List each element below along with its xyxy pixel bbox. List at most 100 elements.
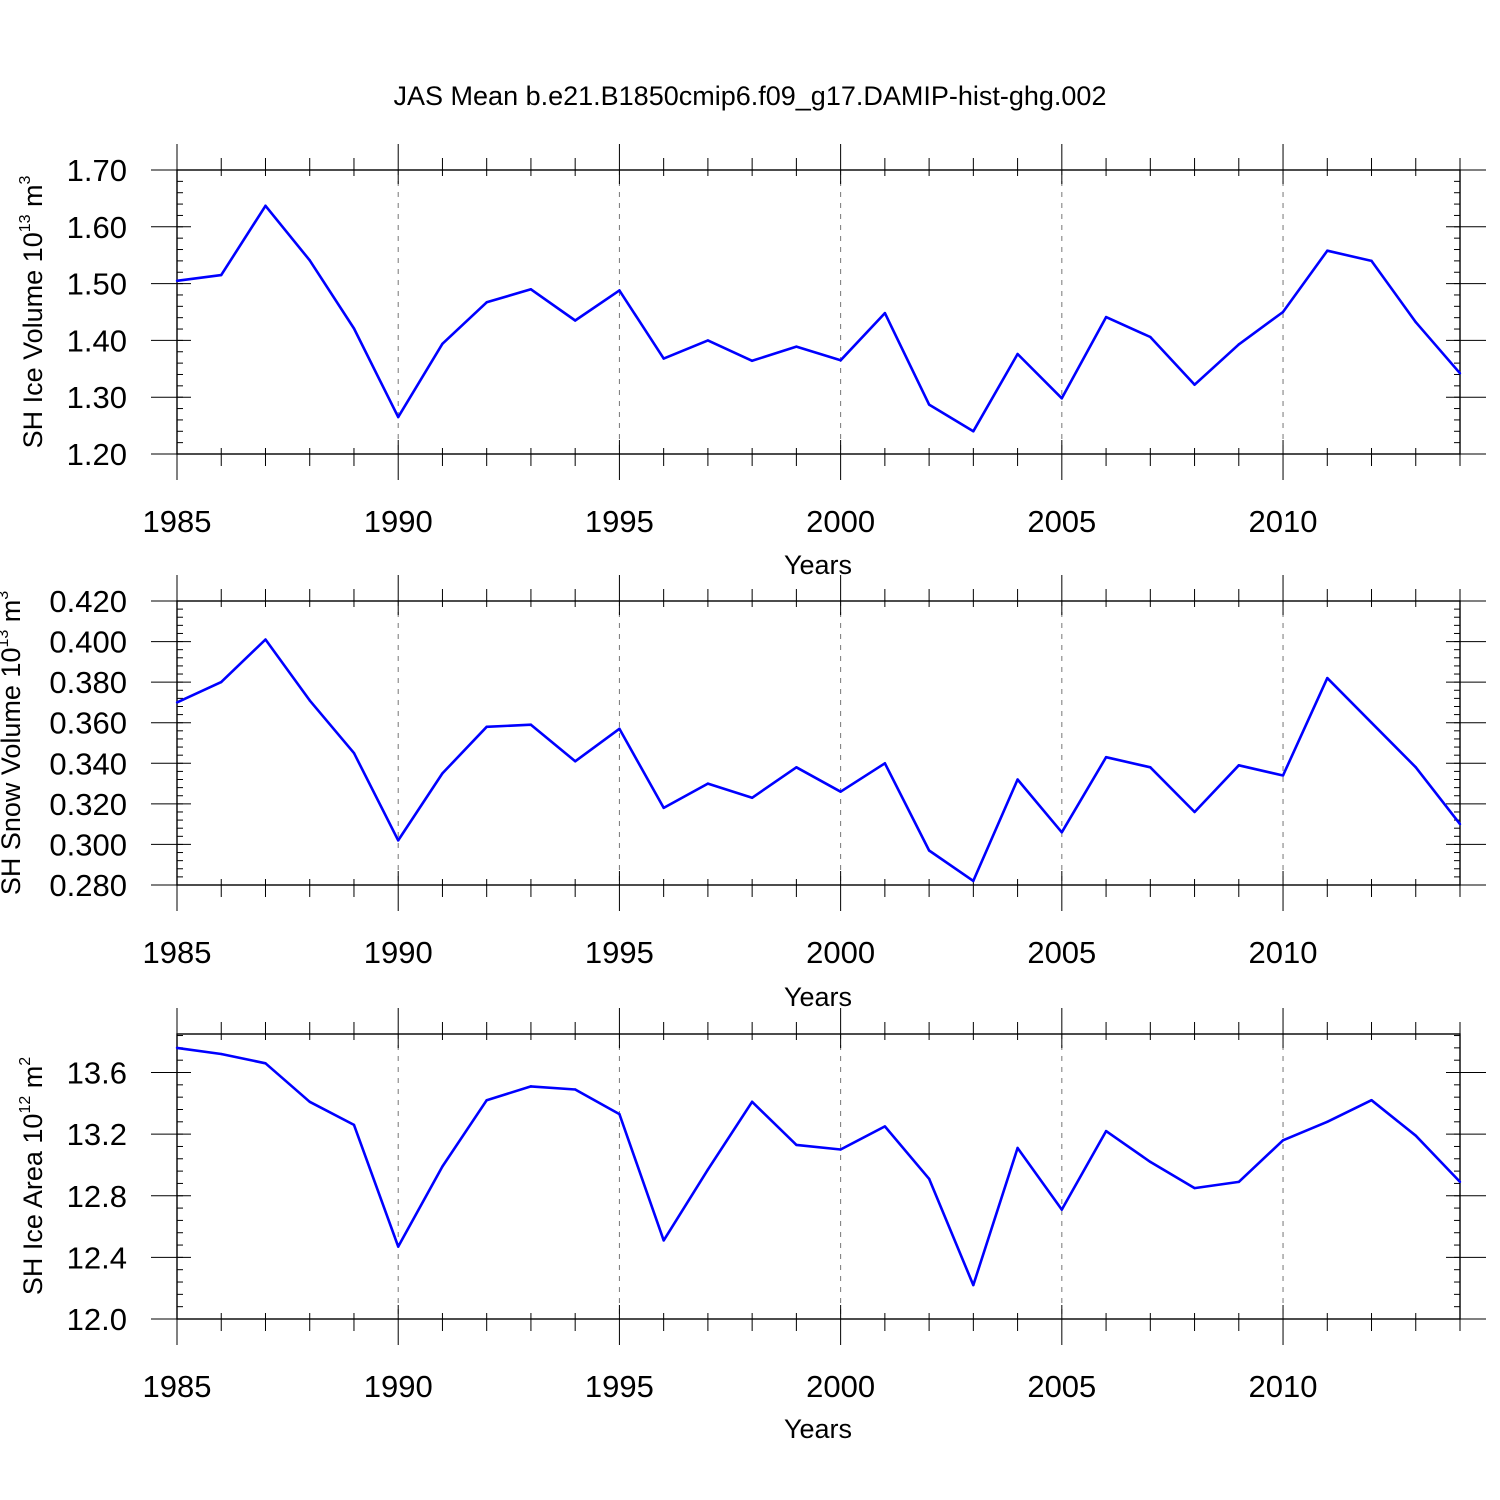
data-point xyxy=(618,289,621,292)
data-point xyxy=(573,319,577,322)
data-point xyxy=(397,415,400,419)
x-tick-label: 2000 xyxy=(806,935,875,970)
data-point xyxy=(1060,397,1064,400)
series xyxy=(175,204,1462,433)
y-axis-label: SH Ice Area 1012 m2 xyxy=(17,1057,48,1295)
data-point xyxy=(618,1112,621,1116)
data-point xyxy=(1237,764,1240,767)
data-point xyxy=(1370,259,1373,263)
data-point xyxy=(1016,352,1019,356)
data-point xyxy=(264,204,267,207)
axis-ticks xyxy=(151,144,1486,480)
data-point xyxy=(1193,383,1196,386)
data-point xyxy=(972,879,975,883)
data-point xyxy=(795,1143,798,1147)
data-point xyxy=(308,699,311,702)
x-tick-label: 2005 xyxy=(1027,935,1096,970)
y-tick-label: 1.60 xyxy=(67,210,127,245)
data-point xyxy=(750,359,754,363)
y-tick-labels: 1.20 1.30 1.40 1.50 1.60 1.70 xyxy=(67,153,127,472)
series-line xyxy=(176,638,1462,883)
data-point xyxy=(1414,321,1417,324)
data-point xyxy=(397,1245,400,1248)
data-point xyxy=(1370,1099,1373,1102)
data-point xyxy=(1060,1208,1064,1211)
data-point xyxy=(662,1239,665,1242)
x-tick-label: 2005 xyxy=(1027,1369,1096,1404)
x-gridlines xyxy=(397,170,1284,454)
x-tick-label: 1985 xyxy=(143,504,212,539)
y-tick-label: 1.40 xyxy=(67,323,127,358)
data-point xyxy=(1281,1139,1285,1142)
y-tick-label: 0.320 xyxy=(49,787,127,822)
data-point xyxy=(1458,1180,1462,1184)
data-point xyxy=(220,273,223,277)
x-tick-label: 1990 xyxy=(364,504,433,539)
data-point xyxy=(1326,249,1329,252)
y-axis-label: SH Snow Volume 1013 m3 xyxy=(0,591,26,895)
data-point xyxy=(972,1283,975,1287)
y-tick-labels: 0.280 0.300 0.320 0.340 0.360 0.380 0.400 0.420 xyxy=(49,584,127,903)
data-point xyxy=(1104,1129,1108,1133)
data-point xyxy=(1458,822,1462,826)
x-tick-label: 1985 xyxy=(143,935,212,970)
data-point xyxy=(662,806,665,810)
data-point xyxy=(1016,778,1019,781)
x-tick-label: 2010 xyxy=(1249,504,1318,539)
y-tick-label: 12.4 xyxy=(67,1240,127,1275)
data-point xyxy=(220,680,223,684)
data-point xyxy=(397,839,400,842)
data-point xyxy=(795,766,798,769)
data-point xyxy=(927,849,931,852)
series xyxy=(175,1046,1462,1287)
data-point xyxy=(573,1088,577,1091)
data-point xyxy=(441,342,444,346)
plot-frame xyxy=(176,600,1461,886)
data-point xyxy=(1281,310,1285,314)
x-gridlines xyxy=(397,601,1284,885)
data-point xyxy=(352,751,356,755)
data-point xyxy=(883,311,887,315)
x-tick-label: 1995 xyxy=(585,1369,654,1404)
data-point xyxy=(1326,1120,1329,1124)
x-tick-label: 2000 xyxy=(806,1369,875,1404)
x-axis-label: Years xyxy=(784,982,852,1012)
data-point xyxy=(706,782,710,785)
data-point xyxy=(1016,1146,1019,1150)
data-point xyxy=(1149,1160,1152,1164)
y-tick-label: 1.70 xyxy=(67,153,127,188)
y-tick-label: 0.340 xyxy=(49,746,127,781)
data-point xyxy=(485,725,488,728)
x-tick-label: 1985 xyxy=(143,1369,212,1404)
data-point xyxy=(441,1165,444,1168)
y-tick-label: 0.280 xyxy=(49,868,127,903)
y-tick-label: 0.380 xyxy=(49,665,127,700)
x-tick-labels: 1985 1990 1995 2000 2005 2010 xyxy=(143,504,1318,539)
series-line xyxy=(176,204,1461,433)
y-tick-label: 12.8 xyxy=(67,1179,127,1214)
x-tick-label: 1995 xyxy=(585,935,654,970)
data-point xyxy=(1326,676,1329,680)
x-axis-label: Years xyxy=(784,550,852,580)
y-tick-label: 0.420 xyxy=(49,584,127,619)
data-point xyxy=(352,1123,356,1127)
y-axis-label: SH Ice Volume 1013 m3 xyxy=(17,175,48,448)
data-point xyxy=(1104,756,1108,759)
data-point xyxy=(441,772,444,775)
figure-title: JAS Mean b.e21.B1850cmip6.f09_g17.DAMIP-… xyxy=(394,81,1107,111)
data-point xyxy=(1458,372,1462,375)
data-point xyxy=(618,727,621,730)
panel-sh-ice-area: 12.0 12.4 12.8 13.2 13.6 1985 1990 1995 2000 200… xyxy=(17,1008,1486,1444)
x-axis-label: Years xyxy=(784,1414,852,1444)
x-tick-labels: 1985 1990 1995 2000 2005 2010 xyxy=(143,1369,1318,1404)
data-point xyxy=(927,1177,931,1181)
data-point xyxy=(1281,774,1285,777)
data-point xyxy=(1237,1180,1240,1184)
data-point xyxy=(662,357,665,360)
data-point xyxy=(750,1100,754,1103)
data-point xyxy=(1149,766,1152,769)
data-point xyxy=(883,1125,887,1128)
data-point xyxy=(175,1046,179,1050)
data-point xyxy=(927,403,931,406)
